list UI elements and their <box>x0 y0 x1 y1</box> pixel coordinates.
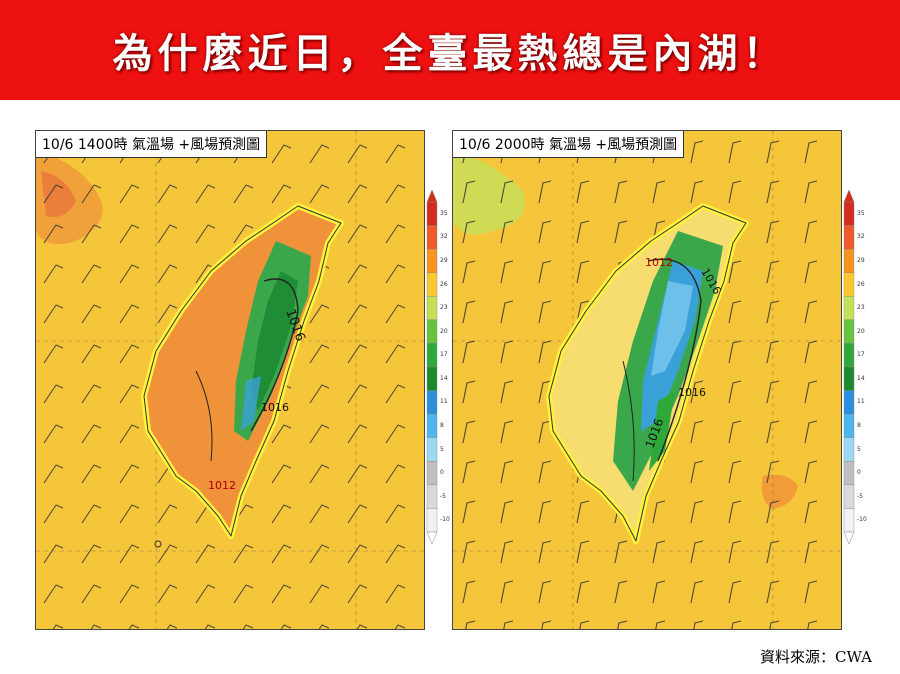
colorbar-bottom-arrow <box>426 531 438 545</box>
colorbar-swatch <box>843 508 855 533</box>
colorbar-tick-label: 32 <box>440 233 448 241</box>
colorbar-swatch <box>426 484 438 509</box>
colorbar-swatch <box>426 461 438 486</box>
colorbar-swatch <box>843 437 855 462</box>
isobar-label-1: 1012 <box>645 256 673 269</box>
panel-label-2000: 10/6 2000時 氣溫場 +風場預測圖 <box>453 131 685 158</box>
title-banner: 為什麼近日，全臺最熱總是內湖！ <box>0 0 900 100</box>
colorbar-swatch <box>843 319 855 344</box>
colorbar-tick-label: 20 <box>440 327 448 335</box>
colorbar-swatch <box>426 248 438 273</box>
colorbar-tick-label: 23 <box>440 304 448 312</box>
colorbar-scale <box>843 190 855 545</box>
colorbar-tick-label: 32 <box>857 233 865 241</box>
isobar-label-3: 1016 <box>678 386 706 399</box>
colorbar-swatch <box>426 225 438 250</box>
colorbar-tick-label: -10 <box>857 516 867 524</box>
colorbar-left: 35 32 29 26 23 20 17 14 11 8 5 0 -5 -10 <box>425 190 461 560</box>
colorbar-swatch <box>426 319 438 344</box>
colorbar-tick-label: 11 <box>440 398 448 406</box>
colorbar-tick-label: 20 <box>857 327 865 335</box>
colorbar-tick-label: 5 <box>857 445 861 453</box>
colorbar-tick-label: 23 <box>857 304 865 312</box>
map-panel-1400: 1016 1016 1012 10/6 1400時 氣溫場 +風場預測圖 <box>35 130 425 630</box>
banner-title: 為什麼近日，全臺最熱總是內湖！ <box>112 31 788 77</box>
colorbar-swatch <box>426 201 438 226</box>
colorbar-scale <box>426 190 438 545</box>
colorbar-tick-label: 0 <box>440 469 444 477</box>
source-credit: 資料來源：CWA <box>760 648 872 666</box>
colorbar-tick-label: 29 <box>440 256 448 264</box>
colorbar-swatch <box>426 343 438 368</box>
colorbar-bottom-arrow <box>843 531 855 545</box>
colorbar-swatch <box>426 437 438 462</box>
colorbar-tick-label: 35 <box>857 209 865 217</box>
colorbar-swatch <box>843 343 855 368</box>
colorbar-tick-label: 26 <box>440 280 448 288</box>
colorbar-tick-label: 17 <box>857 351 865 359</box>
colorbar-tick-label: -5 <box>857 492 863 500</box>
temperature-map-2000: 1012 1016 1016 1016 <box>453 131 841 629</box>
colorbar-tick-label: 8 <box>440 421 444 429</box>
colorbar-tick-label: 17 <box>440 351 448 359</box>
colorbar-tick-label: 26 <box>857 280 865 288</box>
colorbar-swatch <box>843 484 855 509</box>
colorbar-tick-label: 35 <box>440 209 448 217</box>
colorbar-swatch <box>426 413 438 438</box>
colorbar-tick-label: 14 <box>440 374 448 382</box>
isobar-label-2: 1016 <box>261 401 289 414</box>
temperature-map-1400: 1016 1016 1012 <box>36 131 424 629</box>
colorbar-swatch <box>426 296 438 321</box>
colorbar-swatch <box>843 225 855 250</box>
colorbar-swatch <box>843 272 855 297</box>
colorbar-top-arrow <box>843 190 855 203</box>
colorbar-swatch <box>426 272 438 297</box>
map-panel-2000: 1012 1016 1016 1016 10/6 2000時 氣溫場 +風場預測… <box>452 130 842 630</box>
colorbar-tick-label: 11 <box>857 398 865 406</box>
colorbar-tick-label: 5 <box>440 445 444 453</box>
colorbar-top-arrow <box>426 190 438 203</box>
colorbar-swatch <box>843 366 855 391</box>
colorbar-tick-label: 8 <box>857 421 861 429</box>
colorbar-tick-label: 14 <box>857 374 865 382</box>
colorbar-swatch <box>843 461 855 486</box>
colorbar-right: 35 32 29 26 23 20 17 14 11 8 5 0 -5 -10 <box>842 190 878 560</box>
colorbar-tick-label: 0 <box>857 469 861 477</box>
colorbar-swatch <box>843 413 855 438</box>
panel-label-1400: 10/6 1400時 氣溫場 +風場預測圖 <box>36 131 268 158</box>
colorbar-swatch <box>843 390 855 415</box>
colorbar-swatch <box>843 201 855 226</box>
colorbar-swatch <box>843 296 855 321</box>
colorbar-swatch <box>426 508 438 533</box>
colorbar-tick-label: 29 <box>857 256 865 264</box>
colorbar-swatch <box>426 366 438 391</box>
colorbar-tick-label: -5 <box>440 492 446 500</box>
colorbar-tick-label: -10 <box>440 516 450 524</box>
colorbar-swatch <box>426 390 438 415</box>
colorbar-swatch <box>843 248 855 273</box>
isobar-label-3: 1012 <box>208 479 236 492</box>
